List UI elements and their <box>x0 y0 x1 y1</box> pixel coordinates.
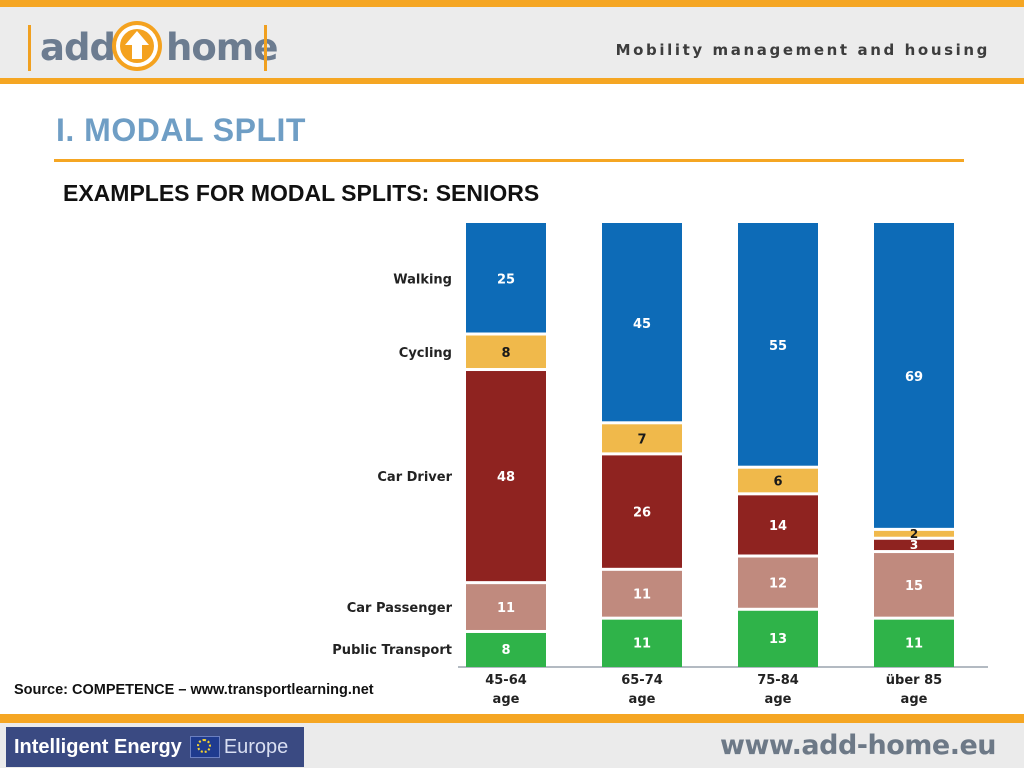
legend-label-cycling: Cycling <box>399 346 452 361</box>
bar-segment-cycling-3 <box>738 468 818 493</box>
iee-program-region: Europe <box>223 735 289 758</box>
logo-word-home: home <box>166 26 278 69</box>
header-tagline: Mobility management and housing <box>615 41 990 59</box>
title-underline <box>54 159 964 162</box>
data-label-car-passenger-3: 12 <box>769 577 787 592</box>
bar-segment-walking-1 <box>466 223 546 333</box>
bar-segment-cycling-4 <box>874 530 954 537</box>
bar-segment-public-transport-1 <box>466 632 546 667</box>
header-bottom-rule <box>0 78 1024 84</box>
legend-label-car-passenger: Car Passenger <box>347 601 453 616</box>
bar-segment-car-passenger-4 <box>874 553 954 617</box>
source-note: Source: COMPETENCE – www.transportlearni… <box>14 682 374 698</box>
x-tick-label-4-line-1: über 85 <box>886 673 942 688</box>
eu-flag-icon <box>189 736 220 758</box>
bar-segment-walking-4 <box>874 223 954 528</box>
data-label-public-transport-1: 8 <box>501 643 510 658</box>
bar-segment-car-driver-3 <box>738 495 818 555</box>
bar-segment-car-driver-2 <box>602 455 682 568</box>
iee-program-name: Intelligent Energy <box>14 735 182 758</box>
data-label-public-transport-2: 11 <box>633 637 651 652</box>
data-label-public-transport-4: 11 <box>905 637 923 652</box>
data-label-car-driver-3: 14 <box>769 519 787 534</box>
bar-segment-cycling-2 <box>602 424 682 453</box>
logo-word-add: add <box>40 26 116 69</box>
bar-segment-car-passenger-2 <box>602 570 682 617</box>
x-tick-label-2-line-2: age <box>629 692 656 707</box>
bar-segment-cycling-1 <box>466 335 546 369</box>
bar-segment-car-driver-4 <box>874 539 954 551</box>
legend-label-walking: Walking <box>393 273 452 288</box>
bar-segment-car-passenger-3 <box>738 557 818 608</box>
data-label-cycling-1: 8 <box>501 346 510 361</box>
legend-label-car-driver: Car Driver <box>377 470 452 485</box>
logo-left-bar <box>28 25 31 71</box>
bar-segment-car-passenger-1 <box>466 584 546 630</box>
bar-segment-public-transport-4 <box>874 619 954 667</box>
data-label-car-driver-2: 26 <box>633 506 651 521</box>
legend-label-public-transport: Public Transport <box>332 643 452 658</box>
data-label-cycling-3: 6 <box>773 475 782 490</box>
x-tick-label-1-line-1: 45-64 <box>485 673 527 688</box>
footer-top-rule <box>0 714 1024 723</box>
data-label-walking-2: 45 <box>633 317 651 332</box>
slide-header: add home Mobility management and housing <box>0 7 1024 78</box>
data-label-car-passenger-1: 11 <box>497 601 515 616</box>
slide-title: I. MODAL SPLIT <box>56 112 306 148</box>
x-tick-label-1-line-2: age <box>493 692 520 707</box>
data-label-car-driver-4: 3 <box>910 538 918 552</box>
intelligent-energy-europe-logo[interactable]: Intelligent Energy Europe <box>6 727 304 767</box>
data-label-cycling-2: 7 <box>637 432 646 447</box>
data-label-car-driver-1: 48 <box>497 470 515 485</box>
bar-segment-public-transport-3 <box>738 610 818 667</box>
data-label-car-passenger-4: 15 <box>905 579 923 594</box>
add-home-logo[interactable]: add home <box>26 21 278 79</box>
data-label-walking-4: 69 <box>905 370 923 385</box>
x-tick-label-4-line-2: age <box>901 692 928 707</box>
data-label-car-passenger-2: 11 <box>633 588 651 603</box>
x-tick-label-3-line-2: age <box>765 692 792 707</box>
data-label-cycling-4: 2 <box>910 527 918 541</box>
website-link[interactable]: www.add-home.eu <box>720 730 996 761</box>
logo-right-bar <box>264 25 267 71</box>
bar-segment-car-driver-1 <box>466 371 546 582</box>
modal-split-stacked-bar-chart: 8114882545-64age11112674565-74age1312146… <box>332 223 988 707</box>
logo-up-arrow-icon <box>112 21 162 71</box>
bar-segment-walking-2 <box>602 223 682 422</box>
bar-segment-walking-3 <box>738 223 818 466</box>
x-tick-label-2-line-1: 65-74 <box>621 673 663 688</box>
bar-segment-public-transport-2 <box>602 619 682 667</box>
slide-subtitle: EXAMPLES FOR MODAL SPLITS: SENIORS <box>63 180 540 206</box>
data-label-walking-3: 55 <box>769 339 787 354</box>
data-label-public-transport-3: 13 <box>769 632 787 647</box>
x-tick-label-3-line-1: 75-84 <box>757 673 799 688</box>
data-label-walking-1: 25 <box>497 273 515 288</box>
header-top-rule <box>0 0 1024 7</box>
